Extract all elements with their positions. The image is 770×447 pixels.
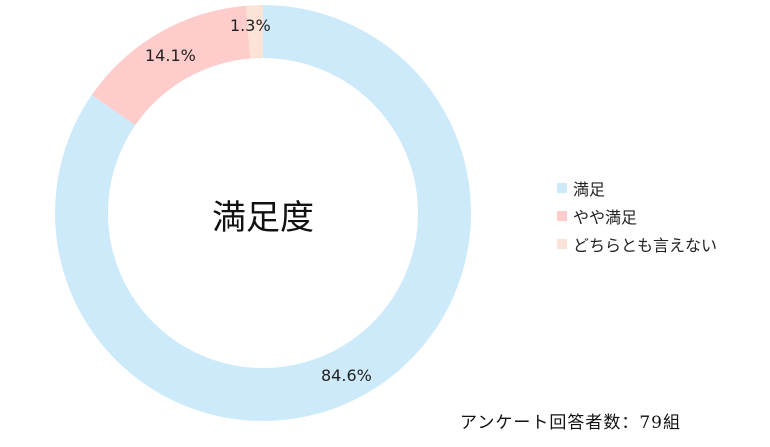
respondent-count-note: アンケート回答者数：79組 [460,413,681,433]
legend-swatch-satisfied [557,183,567,193]
legend-label: どちらとも言えない [573,236,718,255]
label-satisfied-pct: 84.6% [321,366,372,385]
label-neither-pct: 1.3% [230,16,271,35]
legend-item-somewhat: やや満足 [557,202,717,230]
legend-item-neither: どちらとも言えない [557,230,717,258]
legend-swatch-somewhat [557,211,567,221]
legend: 満足 やや満足 どちらとも言えない [557,174,717,258]
legend-label: 満足 [573,180,606,199]
donut-segment-neither [246,5,263,59]
legend-swatch-neither [557,239,567,249]
donut-segment-somewhat [91,5,251,126]
legend-label: やや満足 [573,208,638,227]
chart-center-title: 満足度 [212,198,314,238]
legend-item-satisfied: 満足 [557,174,717,202]
label-somewhat-pct: 14.1% [145,46,196,65]
